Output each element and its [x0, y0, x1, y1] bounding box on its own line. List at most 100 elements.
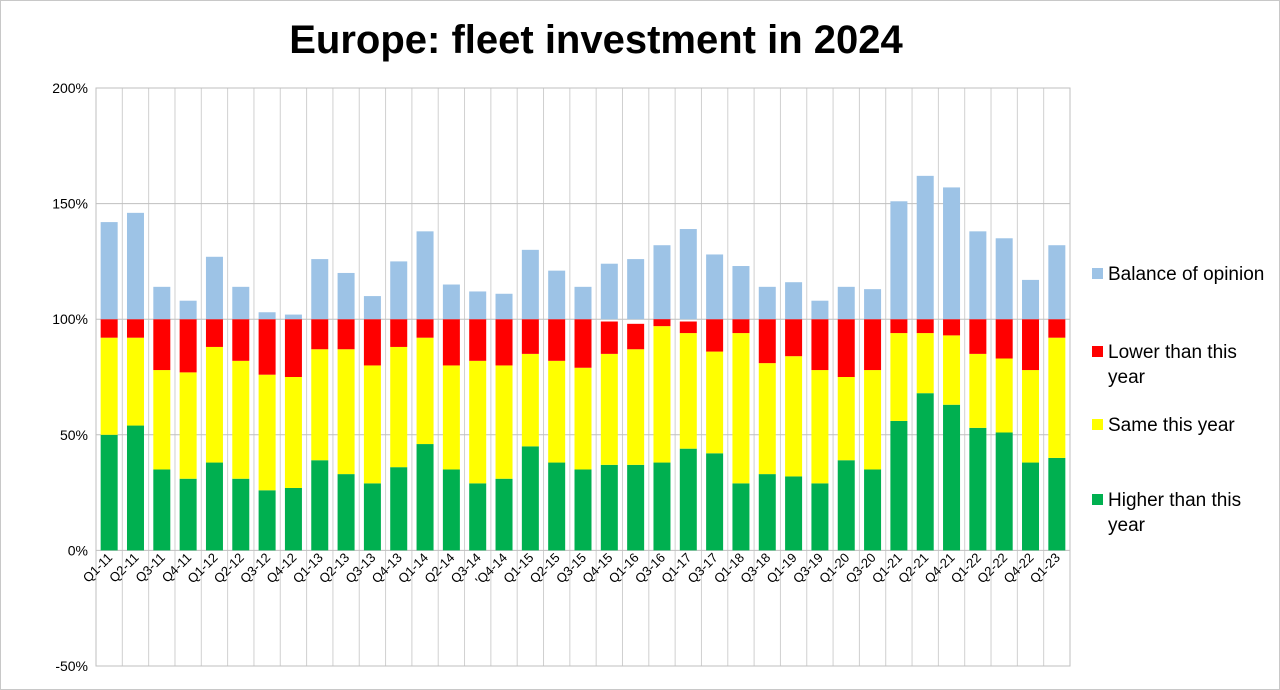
bar-same [179, 372, 197, 479]
bar-same [416, 337, 434, 445]
bar-lower [600, 321, 618, 354]
legend-label-same: Same this year [1108, 415, 1235, 436]
bar-balance [337, 272, 355, 320]
legend-swatch-higher [1092, 494, 1103, 505]
bar-lower [153, 319, 171, 371]
bar-higher [679, 448, 697, 551]
bar-higher [337, 474, 355, 551]
bar-balance [758, 286, 776, 320]
bar-same [837, 377, 855, 461]
bar-balance [995, 238, 1013, 320]
chart-title: Europe: fleet investment in 2024 [289, 18, 903, 62]
bar-lower [521, 319, 539, 354]
bar-lower [284, 319, 302, 377]
bar-higher [785, 476, 803, 551]
bar-balance [811, 300, 829, 320]
bar-same [311, 349, 329, 461]
bar-higher [495, 478, 513, 551]
bar-higher [653, 462, 671, 551]
bar-same [153, 370, 171, 470]
bar-balance [706, 254, 724, 320]
bar-balance [390, 261, 408, 320]
bar-lower [126, 319, 144, 338]
bar-higher [548, 462, 566, 551]
bar-same [100, 337, 118, 435]
bar-higher [916, 393, 934, 551]
bar-balance [521, 249, 539, 320]
bar-same [258, 374, 276, 491]
bar-same [943, 335, 961, 405]
bar-higher [232, 478, 250, 551]
bar-same [495, 365, 513, 479]
bar-same [521, 353, 539, 447]
bar-same [205, 346, 223, 463]
bar-same [969, 353, 987, 428]
bar-same [627, 349, 645, 465]
bar-lower [969, 319, 987, 354]
bar-higher [126, 425, 144, 551]
bar-higher [258, 490, 276, 551]
bar-same [995, 358, 1013, 433]
bar-higher [574, 469, 592, 551]
bar-higher [363, 483, 381, 551]
x-tick-label: Q2-11 [106, 550, 141, 585]
bar-balance [890, 201, 908, 320]
y-tick-label: -50% [55, 658, 88, 674]
bar-same [284, 377, 302, 488]
bar-lower [469, 319, 487, 361]
bar-balance [969, 231, 987, 320]
bar-higher [469, 483, 487, 551]
legend-swatch-lower [1092, 346, 1103, 357]
bar-higher [416, 444, 434, 551]
bar-balance [864, 289, 882, 320]
bar-same [390, 346, 408, 468]
bar-lower [100, 319, 118, 338]
bar-balance [548, 270, 566, 320]
bar-lower [495, 319, 513, 366]
x-tick-label: Q3-11 [132, 550, 167, 585]
legend-label-lower: Lower than this year [1108, 342, 1237, 388]
bar-balance [1022, 279, 1040, 320]
y-tick-label: 100% [52, 311, 88, 327]
bar-lower [1022, 319, 1040, 371]
bar-higher [100, 434, 118, 551]
bar-higher [311, 460, 329, 551]
bar-balance [785, 282, 803, 320]
legend-swatch-same [1092, 419, 1103, 430]
bar-same [548, 360, 566, 463]
bar-same [864, 370, 882, 470]
bar-same [706, 351, 724, 454]
bar-higher [837, 460, 855, 551]
bar-same [574, 367, 592, 470]
bar-same [758, 363, 776, 475]
bar-higher [969, 427, 987, 551]
bar-lower [232, 319, 250, 361]
bar-balance [100, 222, 118, 320]
bar-lower [732, 319, 750, 334]
bar-lower [679, 321, 697, 334]
bar-same [732, 333, 750, 484]
bar-higher [153, 469, 171, 551]
bar-same [811, 370, 829, 484]
y-tick-label: 200% [52, 80, 88, 96]
bar-lower [390, 319, 408, 347]
bar-same [337, 349, 355, 475]
y-tick-label: 50% [60, 427, 88, 443]
bar-balance [732, 266, 750, 320]
bar-lower [337, 319, 355, 350]
bar-lower [943, 319, 961, 336]
bar-same [1022, 370, 1040, 463]
bar-higher [706, 453, 724, 551]
bar-higher [390, 467, 408, 551]
bar-higher [732, 483, 750, 551]
bar-balance [837, 286, 855, 320]
bar-lower [837, 319, 855, 377]
bar-higher [1022, 462, 1040, 551]
bar-balance [574, 286, 592, 320]
x-tick-label: Q1-23 [1027, 550, 1063, 586]
bar-balance [1048, 245, 1066, 320]
bar-lower [363, 319, 381, 366]
bar-higher [864, 469, 882, 551]
bar-lower [916, 319, 934, 334]
